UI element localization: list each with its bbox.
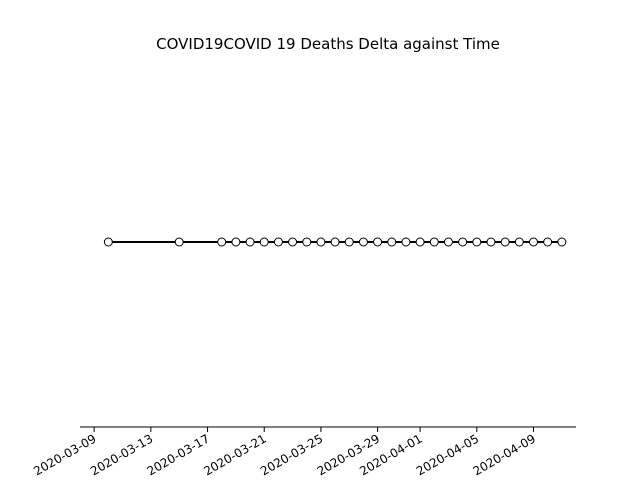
- x-axis: 2020-03-092020-03-132020-03-172020-03-21…: [31, 426, 576, 478]
- data-point-marker: [387, 237, 397, 247]
- data-point-marker: [273, 237, 283, 247]
- data-point-marker: [302, 237, 312, 247]
- chart-title: COVID19COVID 19 Deaths Delta against Tim…: [156, 35, 500, 53]
- data-point-marker: [330, 237, 340, 247]
- x-tick-label: 2020-03-13: [88, 431, 155, 478]
- data-point-marker: [557, 237, 567, 247]
- series-layer: [103, 237, 567, 247]
- data-point-marker: [316, 237, 326, 247]
- x-tick-label: 2020-03-09: [31, 431, 98, 478]
- data-point-marker: [500, 237, 510, 247]
- data-point-marker: [344, 237, 354, 247]
- data-point-marker: [288, 237, 298, 247]
- data-point-marker: [259, 237, 269, 247]
- data-point-marker: [472, 237, 482, 247]
- data-point-marker: [245, 237, 255, 247]
- data-point-marker: [231, 237, 241, 247]
- data-point-marker: [429, 237, 439, 247]
- x-tick-label: 2020-03-21: [201, 431, 268, 478]
- x-tick-label: 2020-03-25: [258, 431, 325, 478]
- data-point-marker: [415, 237, 425, 247]
- data-point-marker: [174, 237, 184, 247]
- data-point-marker: [358, 237, 368, 247]
- x-tick-label: 2020-04-09: [471, 431, 538, 478]
- data-point-marker: [401, 237, 411, 247]
- data-point-marker: [443, 237, 453, 247]
- data-point-marker: [528, 237, 538, 247]
- data-point-marker: [217, 237, 227, 247]
- x-tick-label: 2020-04-05: [414, 431, 481, 478]
- data-point-marker: [458, 237, 468, 247]
- data-point-marker: [543, 237, 553, 247]
- x-tick-label: 2020-03-17: [145, 431, 212, 478]
- data-point-marker: [103, 237, 113, 247]
- data-point-marker: [486, 237, 496, 247]
- data-point-marker: [514, 237, 524, 247]
- data-point-marker: [373, 237, 383, 247]
